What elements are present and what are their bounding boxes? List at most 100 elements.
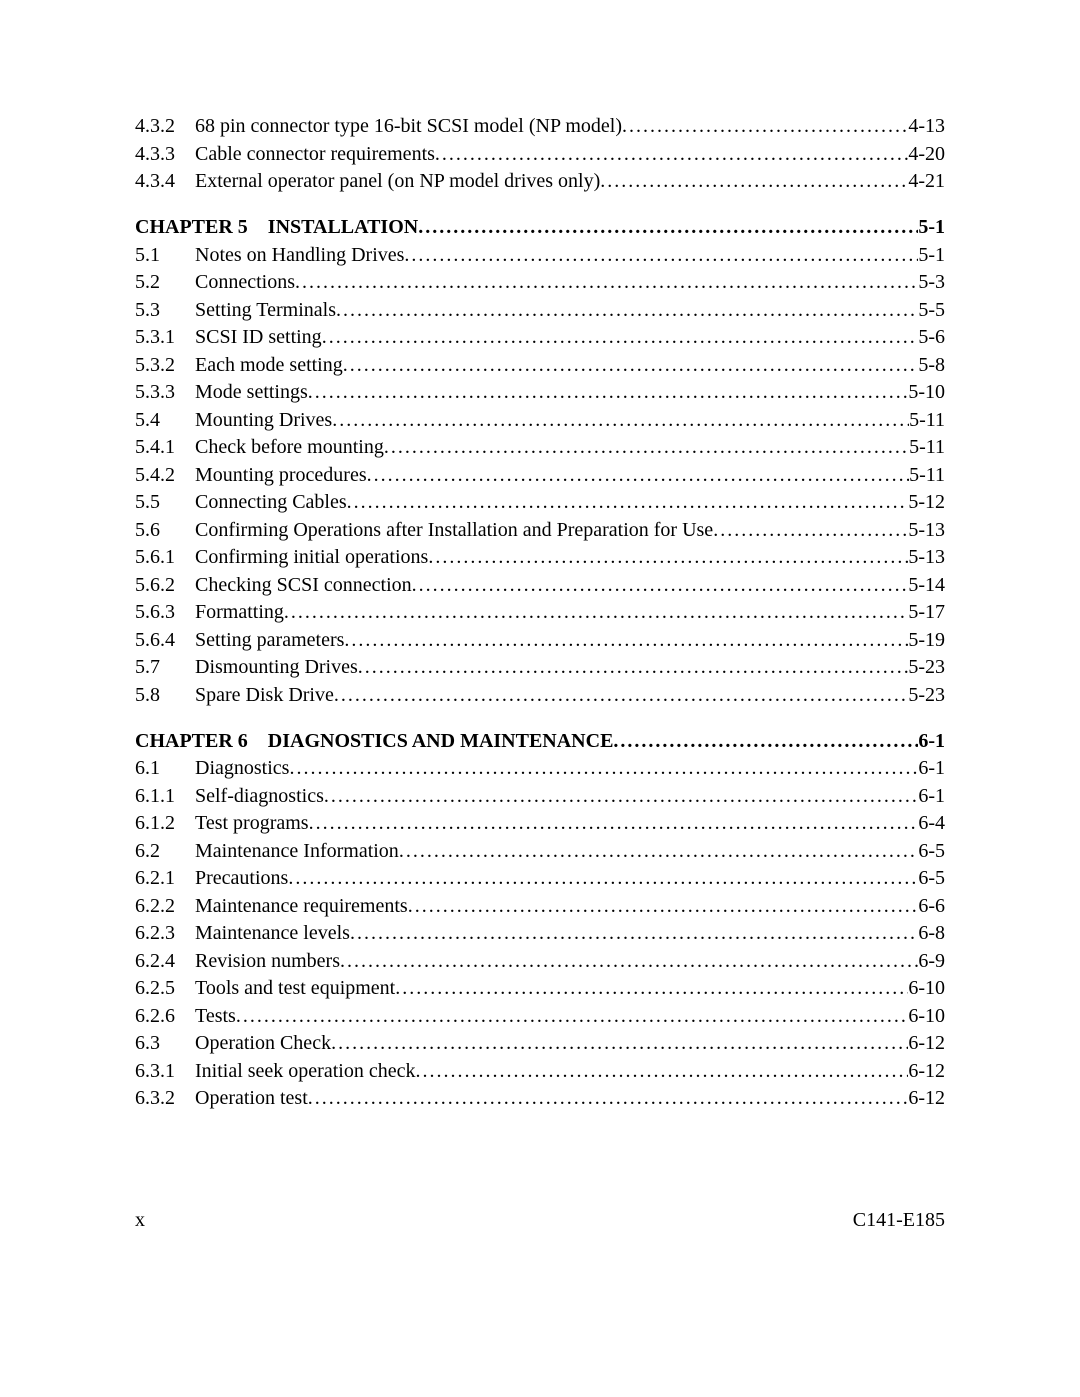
- toc-entry-title: Mode settings: [195, 382, 308, 402]
- toc-entry-page: 5-14: [908, 575, 945, 595]
- toc-entry: 5.6Confirming Operations after Installat…: [135, 520, 945, 540]
- toc-entry-page: 6-9: [918, 951, 945, 971]
- toc-entry: 5.3.2Each mode setting5-8: [135, 355, 945, 375]
- toc-entry: 6.3Operation Check6-12: [135, 1033, 945, 1053]
- toc-entry: 6.1.2Test programs6-4: [135, 813, 945, 833]
- toc-entry: 5.6.2Checking SCSI connection 5-14: [135, 575, 945, 595]
- toc-entry: 5.5Connecting Cables5-12: [135, 492, 945, 512]
- toc-leader-dots: [600, 171, 908, 191]
- toc-entry-title: Setting parameters: [195, 630, 344, 650]
- toc-leader-dots: [622, 116, 908, 136]
- toc-entry-number: 6.2: [135, 841, 195, 861]
- toc-entry-page: 6-10: [908, 1006, 945, 1026]
- toc-entry-page: 6-6: [918, 896, 945, 916]
- toc-entry-number: 6.2.3: [135, 923, 195, 943]
- toc-leader-dots: [343, 355, 919, 375]
- toc-entry-title: Revision numbers: [195, 951, 340, 971]
- toc-entry-page: 6-8: [918, 923, 945, 943]
- toc-leader-dots: [344, 630, 908, 650]
- toc-entry: 5.7Dismounting Drives5-23: [135, 657, 945, 677]
- toc-entry-page: 5-10: [908, 382, 945, 402]
- toc-chapter-label: CHAPTER 6: [135, 731, 248, 751]
- toc-chapter-heading: CHAPTER 6DIAGNOSTICS AND MAINTENANCE6-1: [135, 731, 945, 751]
- toc-entry-number: 6.1.1: [135, 786, 195, 806]
- toc-chapter-title: INSTALLATION: [268, 217, 418, 237]
- toc-entry: 5.6.4Setting parameters5-19: [135, 630, 945, 650]
- toc-entry-page: 5-17: [908, 602, 945, 622]
- toc-leader-dots: [384, 437, 909, 457]
- toc-entry-title: Precautions: [195, 868, 288, 888]
- toc-page: 4.3.268 pin connector type 16-bit SCSI m…: [0, 0, 1080, 1108]
- toc-entry-number: 5.3.3: [135, 382, 195, 402]
- toc-leader-dots: [331, 1033, 908, 1053]
- toc-entry-title: Maintenance Information: [195, 841, 399, 861]
- toc-entry-number: 5.6.3: [135, 602, 195, 622]
- toc-leader-dots: [395, 978, 908, 998]
- toc-entry-number: 5.4: [135, 410, 195, 430]
- footer-page-number: x: [135, 1209, 145, 1232]
- toc-entry-number: 5.7: [135, 657, 195, 677]
- toc-entry-number: 5.6: [135, 520, 195, 540]
- toc-entry-number: 5.6.4: [135, 630, 195, 650]
- toc-leader-dots: [428, 547, 908, 567]
- toc-entry: 6.2.3Maintenance levels 6-8: [135, 923, 945, 943]
- toc-entry-number: 5.6.2: [135, 575, 195, 595]
- toc-entry-title: Operation test: [195, 1088, 308, 1108]
- footer-doc-id: C141-E185: [853, 1209, 945, 1232]
- toc-entry-number: 6.2.6: [135, 1006, 195, 1026]
- toc-chapter-page: 5-1: [918, 217, 945, 237]
- toc-leader-dots: [358, 657, 909, 677]
- toc-entry-number: 4.3.4: [135, 171, 195, 191]
- toc-entry-page: 5-23: [908, 657, 945, 677]
- toc-leader-dots: [412, 575, 909, 595]
- toc-entry: 6.2.2Maintenance requirements6-6: [135, 896, 945, 916]
- toc-entry: 6.1Diagnostics6-1: [135, 758, 945, 778]
- toc-entry-number: 5.2: [135, 272, 195, 292]
- toc-entry: 6.1.1Self-diagnostics6-1: [135, 786, 945, 806]
- toc-entry-title: Each mode setting: [195, 355, 343, 375]
- toc-entry-page: 5-13: [908, 520, 945, 540]
- toc-entry: 6.3.2Operation test6-12: [135, 1088, 945, 1108]
- toc-entry-page: 6-12: [908, 1061, 945, 1081]
- toc-leader-dots: [309, 813, 919, 833]
- toc-entry-page: 5-12: [908, 492, 945, 512]
- toc-entry-title: Test programs: [195, 813, 309, 833]
- toc-leader-dots: [284, 602, 908, 622]
- toc-entry-title: Checking SCSI connection: [195, 575, 412, 595]
- toc-entry-title: Maintenance levels: [195, 923, 350, 943]
- toc-entry-title: SCSI ID setting: [195, 327, 322, 347]
- toc-entry: 5.4.2Mounting procedures5-11: [135, 465, 945, 485]
- toc-entry-number: 4.3.2: [135, 116, 195, 136]
- toc-leader-dots: [324, 786, 918, 806]
- toc-leader-dots: [713, 520, 908, 540]
- toc-leader-dots: [415, 1061, 908, 1081]
- toc-entry-number: 6.3: [135, 1033, 195, 1053]
- toc-leader-dots: [236, 1006, 909, 1026]
- toc-leader-dots: [308, 382, 909, 402]
- toc-entry-title: Check before mounting: [195, 437, 384, 457]
- toc-entry-number: 5.4.2: [135, 465, 195, 485]
- toc-entry-title: Initial seek operation check: [195, 1061, 415, 1081]
- toc-entry-page: 5-6: [918, 327, 945, 347]
- toc-entry-page: 5-13: [908, 547, 945, 567]
- toc-entry-number: 5.3: [135, 300, 195, 320]
- toc-entry-title: Diagnostics: [195, 758, 289, 778]
- toc-entry-title: Connecting Cables: [195, 492, 347, 512]
- toc-entry-title: Spare Disk Drive: [195, 685, 334, 705]
- toc-entry-title: External operator panel (on NP model dri…: [195, 171, 600, 191]
- toc-entry: 5.1Notes on Handling Drives5-1: [135, 245, 945, 265]
- toc-leader-dots: [295, 272, 918, 292]
- toc-entry: 5.6.3Formatting5-17: [135, 602, 945, 622]
- toc-entry-number: 6.2.5: [135, 978, 195, 998]
- toc-entry-page: 6-5: [918, 841, 945, 861]
- toc-entry-page: 6-5: [918, 868, 945, 888]
- toc-leader-dots: [350, 923, 918, 943]
- toc-entry-number: 5.3.2: [135, 355, 195, 375]
- toc-entry-number: 6.3.1: [135, 1061, 195, 1081]
- toc-entry-number: 5.4.1: [135, 437, 195, 457]
- toc-entry-page: 5-5: [918, 300, 945, 320]
- toc-entry-title: Setting Terminals: [195, 300, 336, 320]
- toc-entry-page: 5-11: [909, 465, 945, 485]
- toc-entry: 6.2.1Precautions6-5: [135, 868, 945, 888]
- toc-leader-dots: [404, 245, 918, 265]
